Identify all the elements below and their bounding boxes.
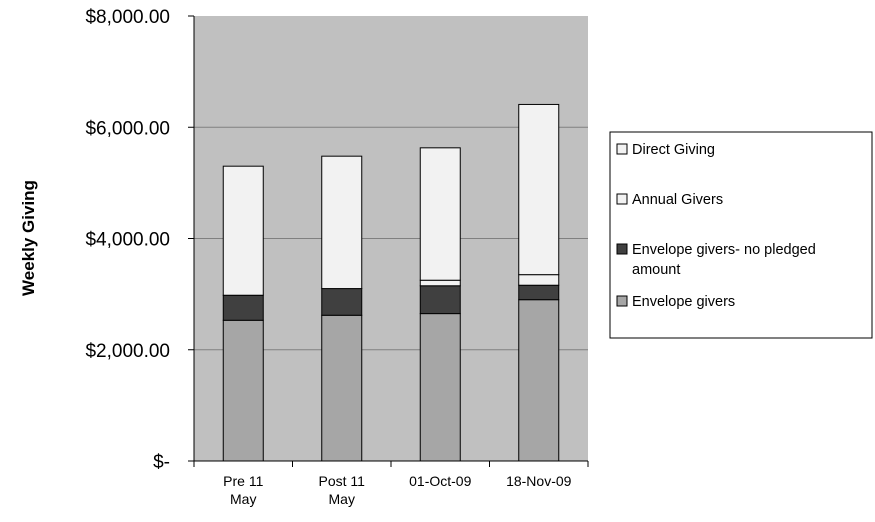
x-tick-label: Post 11 <box>319 473 366 489</box>
legend-swatch <box>616 295 628 307</box>
legend-label: Envelope givers <box>632 294 735 310</box>
x-tick-label: Pre 11 <box>223 473 263 489</box>
legend-swatch <box>616 193 628 205</box>
legend-box <box>609 131 873 339</box>
bar-segment <box>222 165 264 296</box>
y-tick-label: $4,000.00 <box>85 230 170 251</box>
legend-label: Envelope givers- no pledged <box>632 242 816 258</box>
legend: Direct Giving Annual Givers Envelope giver… <box>609 131 873 339</box>
bar-segment <box>222 294 264 321</box>
y-tick-label: $- <box>153 452 170 473</box>
bar-segment <box>419 285 461 315</box>
bar-segment <box>321 288 363 316</box>
legend-label: Direct Giving <box>632 142 715 158</box>
axes <box>188 15 589 467</box>
bar-segment <box>419 147 461 281</box>
y-tick-label: $8,000.00 <box>85 7 170 28</box>
y-tick-label: $6,000.00 <box>85 118 170 139</box>
x-tick-label: May <box>329 491 355 507</box>
x-tick-label: May <box>230 491 256 507</box>
bar-segment <box>518 299 560 462</box>
legend-swatch <box>616 143 628 155</box>
bar-segment <box>419 279 461 287</box>
bar-segment <box>518 274 560 286</box>
bars <box>222 103 560 462</box>
bar-segment <box>419 313 461 462</box>
y-axis-label: Weekly Giving <box>19 180 38 296</box>
y-tick-labels: $- $2,000.00 $4,000.00 $6,000.00 $8,000.00 <box>85 7 170 473</box>
x-tick-label: 01-Oct-09 <box>409 473 471 489</box>
x-tick-label: 18-Nov-09 <box>506 473 572 489</box>
y-tick-label: $2,000.00 <box>85 341 170 362</box>
bar-segment <box>222 319 264 462</box>
legend-label: Annual Givers <box>632 192 723 208</box>
bar-segment <box>518 103 560 276</box>
bar-segment <box>321 314 363 462</box>
bar-segment <box>518 284 560 301</box>
legend-label: amount <box>632 262 680 278</box>
bar-segment <box>321 155 363 290</box>
legend-swatch <box>616 243 628 255</box>
x-tick-labels: Pre 11 May Post 11 May 01-Oct-09 18-Nov-09 <box>223 473 572 507</box>
